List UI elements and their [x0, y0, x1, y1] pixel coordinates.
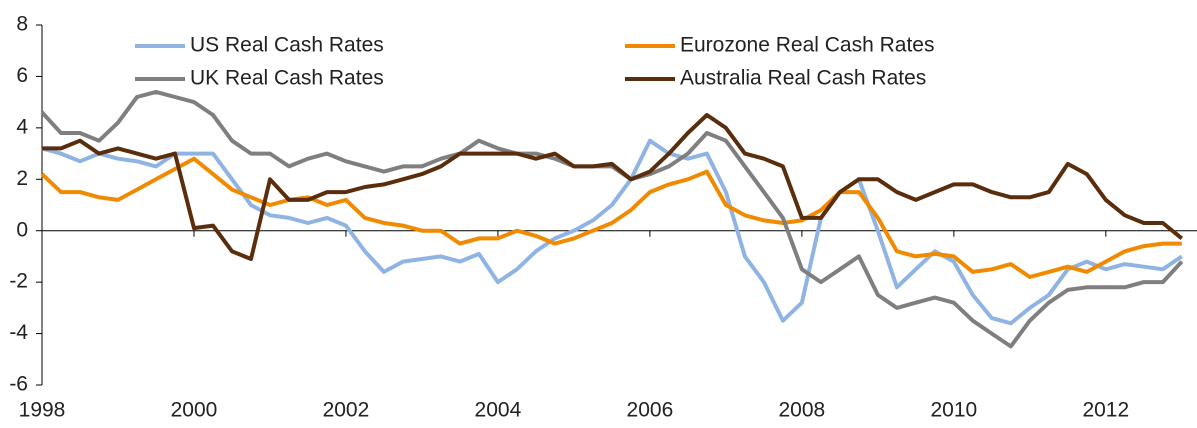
legend-label: Eurozone Real Cash Rates: [680, 34, 934, 57]
x-tick-label: 2012: [1082, 399, 1129, 422]
y-tick-label: 6: [16, 64, 28, 87]
y-tick-label: -6: [9, 373, 28, 396]
y-tick-label: -4: [9, 321, 28, 344]
series-line: [42, 113, 1184, 261]
series-line: [41, 138, 1183, 326]
x-tick-label: 2000: [171, 399, 218, 422]
y-tick-label: 0: [16, 218, 28, 241]
x-tick-label: 2004: [475, 399, 522, 422]
x-tick-label: 2010: [930, 399, 977, 422]
legend-label: Australia Real Cash Rates: [680, 67, 926, 90]
x-tick-label: 2002: [323, 399, 370, 422]
y-tick-label: -2: [9, 270, 28, 293]
y-tick-label: 2: [16, 167, 28, 190]
x-tick-label: 2008: [779, 399, 826, 422]
series-line: [40, 156, 1182, 279]
y-tick-label: 4: [16, 115, 28, 138]
x-tick-label: 1998: [19, 399, 66, 422]
series-line: [40, 89, 1184, 349]
x-tick-label: 2006: [627, 399, 674, 422]
y-tick-label: 8: [16, 13, 28, 36]
legend-label: US Real Cash Rates: [190, 34, 384, 57]
legend-label: UK Real Cash Rates: [190, 67, 384, 90]
